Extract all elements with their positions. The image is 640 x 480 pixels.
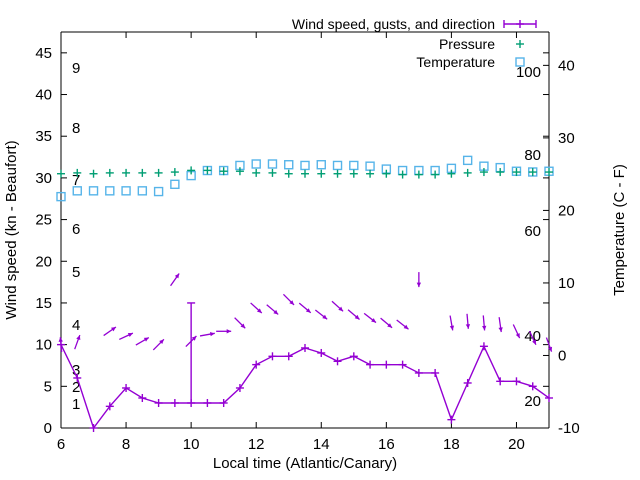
beaufort-label-9: 9 — [72, 60, 80, 77]
wind-direction-arrow-head — [111, 326, 116, 332]
wind-direction-arrow-head — [498, 327, 503, 333]
y-left-tick-label: 15 — [35, 295, 52, 312]
x-tick-label: 6 — [57, 436, 65, 453]
y-left-tick-label: 35 — [35, 128, 52, 145]
y-left-tick-label: 25 — [35, 212, 52, 229]
y-right-axis-title: Temperature (C - F) — [611, 164, 628, 296]
y-right-tick-label: 40 — [558, 57, 575, 74]
y-left-tick-label: 10 — [35, 337, 52, 354]
temperature-point — [300, 160, 310, 171]
y-right-tick-label: 10 — [558, 275, 575, 292]
x-axis-title: Local time (Atlantic/Canary) — [213, 455, 397, 472]
wind-direction-arrow-head — [76, 335, 81, 341]
wind-direction-arrow-head — [449, 325, 455, 331]
temperature-point — [316, 160, 326, 170]
fahrenheit-label-100: 100 — [516, 64, 541, 81]
temperature-point — [365, 161, 375, 171]
y-left-tick-label: 0 — [44, 420, 52, 437]
y-left-axis-title: Wind speed (kn - Beaufort) — [3, 140, 20, 319]
y-left-tick-label: 45 — [35, 45, 52, 62]
wind-direction-arrow-head — [465, 324, 471, 329]
temperature-point — [56, 191, 66, 202]
y-right-tick-label: 20 — [558, 202, 575, 219]
x-tick-label: 18 — [443, 436, 460, 453]
legend-label-0: Wind speed, gusts, and direction — [292, 16, 495, 32]
beaufort-label-4: 4 — [72, 317, 80, 334]
wind-direction-arrow-head — [338, 306, 344, 312]
fahrenheit-label-80: 80 — [524, 147, 541, 164]
wind-direction-arrow-head — [403, 324, 409, 330]
x-tick-label: 20 — [508, 436, 525, 453]
wind-direction-arrow-head — [482, 325, 487, 331]
wind-direction-arrow-head — [226, 329, 232, 334]
wind-direction-arrow-head — [515, 333, 520, 339]
x-tick-label: 16 — [378, 436, 395, 453]
temperature-point — [121, 186, 131, 196]
temperature-point — [105, 186, 115, 196]
wind-direction-arrow-head — [127, 333, 133, 337]
temperature-point — [72, 186, 82, 196]
temperature-point — [170, 179, 180, 190]
wind-direction-arrow-head — [174, 273, 180, 279]
wind-direction-arrow-head — [240, 323, 246, 329]
fahrenheit-label-60: 60 — [524, 223, 541, 240]
wind-direction-arrow-head — [191, 335, 197, 341]
beaufort-label-6: 6 — [72, 221, 80, 238]
wind-direction-arrow-head — [289, 300, 295, 305]
beaufort-label-7: 7 — [72, 172, 80, 189]
beaufort-label-8: 8 — [72, 120, 80, 137]
y-right-tick-label: 30 — [558, 130, 575, 147]
beaufort-label-3: 3 — [72, 362, 80, 379]
legend-label-2: Temperature — [416, 54, 495, 70]
temperature-point — [137, 186, 148, 196]
wind-direction-arrow-head — [371, 318, 376, 323]
temperature-point — [462, 155, 473, 166]
legend-marker-temperature — [515, 57, 525, 67]
temperature-point — [267, 159, 278, 169]
wind-direction-arrow-head — [58, 337, 63, 342]
x-tick-label: 8 — [122, 436, 130, 453]
wind-direction-arrow-head — [256, 308, 262, 313]
wind-direction-arrow-head — [143, 337, 149, 342]
fahrenheit-label-20: 20 — [524, 393, 541, 410]
wind-direction-arrow-head — [322, 314, 328, 320]
temperature-point — [88, 186, 99, 196]
wind-direction-arrow-head — [273, 309, 279, 315]
y-left-tick-label: 40 — [35, 87, 52, 104]
wind-direction-arrow-head — [159, 339, 164, 345]
wind-direction-arrow-head — [416, 282, 422, 288]
legend-label-1: Pressure — [439, 36, 495, 52]
x-tick-label: 14 — [313, 436, 330, 453]
temperature-point — [153, 186, 164, 197]
beaufort-label-5: 5 — [72, 264, 80, 281]
y-left-tick-label: 30 — [35, 170, 52, 187]
wind-direction-arrow-head — [354, 314, 360, 320]
y-left-tick-label: 20 — [35, 253, 52, 270]
y-left-tick-label: 5 — [44, 378, 52, 395]
y-right-tick-label: 0 — [558, 347, 566, 364]
wind-direction-arrow-head — [547, 346, 553, 352]
wind-direction-arrow-head — [305, 308, 311, 313]
wind-direction-arrow-head — [209, 331, 215, 337]
beaufort-label-1: 1 — [72, 396, 80, 413]
temperature-point — [349, 160, 359, 171]
temperature-point — [284, 160, 294, 170]
x-tick-label: 10 — [183, 436, 200, 453]
temperature-point — [251, 159, 261, 169]
x-tick-label: 12 — [248, 436, 265, 453]
temperature-point — [332, 160, 343, 171]
wind-direction-arrow-head — [387, 323, 393, 328]
wind-direction-arrow-head — [532, 339, 536, 345]
beaufort-label-2: 2 — [72, 379, 80, 396]
wind-speed-line — [60, 344, 550, 430]
y-right-tick-label: -10 — [558, 420, 580, 437]
